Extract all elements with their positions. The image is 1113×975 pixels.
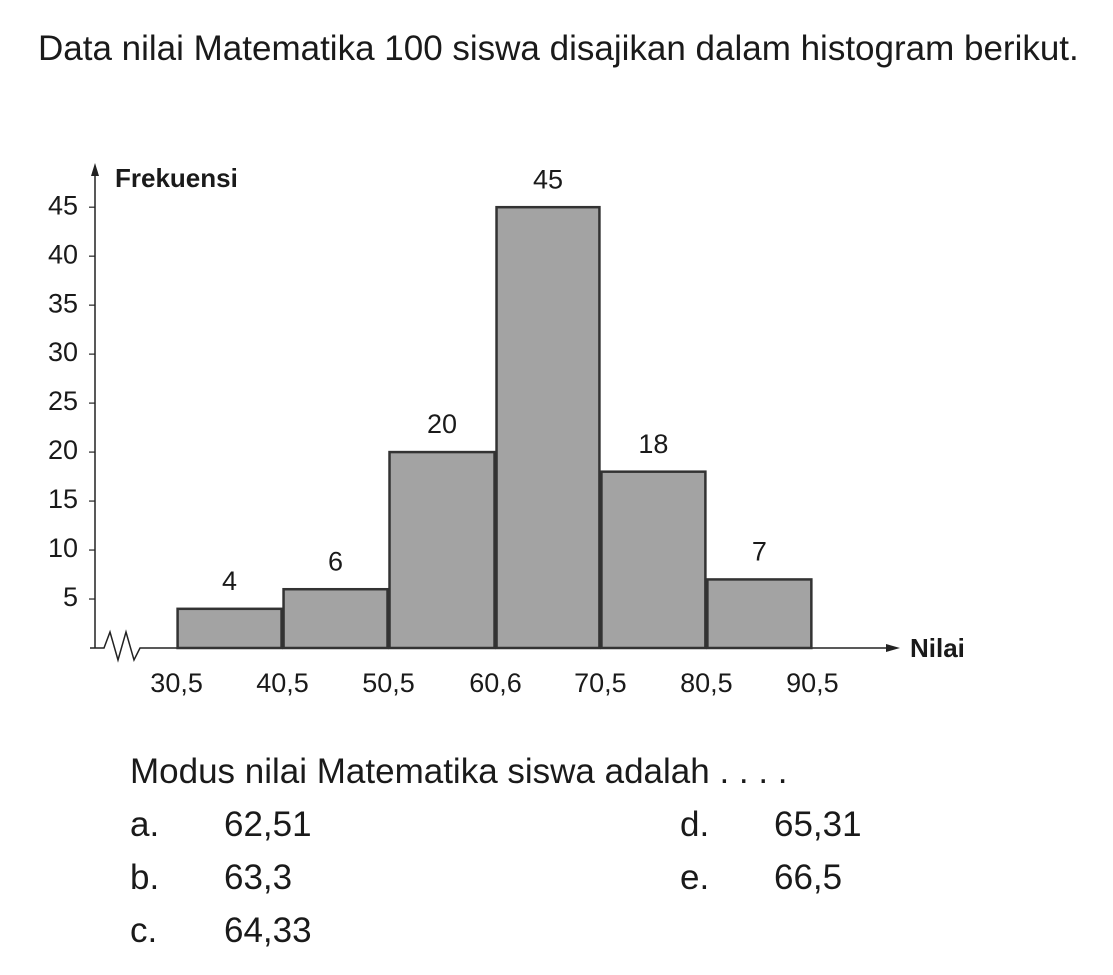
option-text: 65,31 [774, 805, 862, 844]
option-text: 66,5 [774, 858, 843, 897]
y-tick-label: 45 [48, 190, 78, 220]
bar-value-label: 6 [328, 546, 343, 576]
option-text: 63,3 [224, 858, 293, 897]
bar [388, 450, 496, 650]
option-text: 62,51 [224, 805, 312, 844]
bar-value-label: 4 [222, 566, 237, 596]
x-axis [90, 629, 890, 663]
x-tick-label: 70,5 [574, 668, 627, 698]
option-letter: b. [130, 858, 160, 897]
y-tick-label: 5 [63, 582, 78, 612]
y-tick-label: 25 [48, 386, 78, 416]
x-axis-arrow [886, 644, 900, 652]
y-tick-label: 30 [48, 337, 78, 367]
option-letter: a. [130, 805, 160, 844]
y-axis-label: Frekuensi [115, 163, 238, 193]
bar [282, 587, 389, 650]
option-letter: d. [680, 805, 710, 844]
x-tick-label: 60,6 [469, 668, 522, 698]
x-tick-label: 30,5 [150, 668, 203, 698]
y-axis-arrow [91, 163, 99, 176]
bar [600, 470, 707, 650]
bar-value-label: 45 [533, 164, 563, 194]
option-text: 64,33 [224, 911, 312, 950]
y-tick-label: 35 [48, 288, 78, 318]
x-tick-label: 40,5 [256, 668, 309, 698]
intro-text: Data nilai Matematika 100 siswa disajika… [38, 29, 1079, 68]
bar [176, 607, 283, 650]
x-tick-label: 80,5 [680, 668, 733, 698]
y-tick-label: 40 [48, 239, 78, 269]
option-letter: e. [680, 858, 710, 897]
bar-value-label: 18 [638, 429, 668, 459]
bar [495, 205, 601, 650]
x-axis-label: Nilai [910, 633, 965, 663]
x-tick-label: 50,5 [362, 668, 415, 698]
y-tick-label: 10 [48, 533, 78, 563]
y-tick-label: 20 [48, 435, 78, 465]
option-letter: c. [130, 911, 158, 950]
bar-value-label: 20 [427, 409, 457, 439]
question-text: Modus nilai Matematika siswa adalah . . … [130, 752, 788, 791]
y-tick-label: 15 [48, 484, 78, 514]
bar-value-label: 7 [752, 537, 767, 567]
bar [706, 578, 813, 650]
x-tick-label: 90,5 [786, 668, 839, 698]
